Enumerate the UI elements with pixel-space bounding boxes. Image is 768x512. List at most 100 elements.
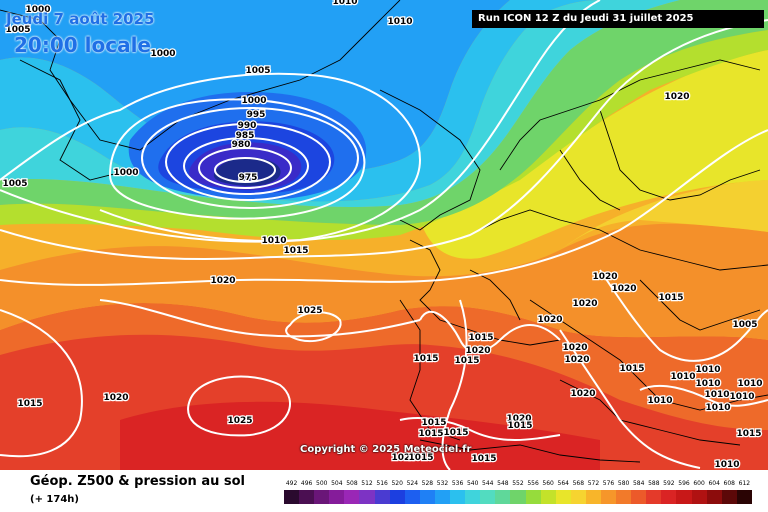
isobar-label: 1010 <box>695 365 720 375</box>
legend-value: 600 <box>693 480 705 487</box>
legend-value: 560 <box>542 480 554 487</box>
legend-value: 604 <box>708 480 720 487</box>
legend-value: 596 <box>678 480 690 487</box>
legend-value: 532 <box>436 480 449 487</box>
isobar-lines <box>0 0 768 470</box>
run-info-banner: Run ICON 12 Z du Jeudi 31 juillet 2025 <box>472 10 764 28</box>
legend-value: 492 <box>285 480 298 487</box>
legend-swatch <box>600 490 617 504</box>
isobar-label: 1020 <box>611 284 636 294</box>
isobar-label: 1010 <box>695 379 720 389</box>
legend-value: 548 <box>497 480 509 487</box>
legend-swatch <box>676 490 692 504</box>
legend-value: 512 <box>361 480 373 487</box>
legend-swatch <box>525 490 541 504</box>
legend-swatch <box>359 490 375 504</box>
legend-swatch <box>374 490 390 504</box>
isobar-label: 1010 <box>729 392 754 402</box>
coastlines <box>0 0 768 463</box>
isobar-label: 1020 <box>570 389 595 399</box>
isobar-label: 1010 <box>704 390 729 400</box>
footer-bar: Géop. Z500 & pression au sol (+ 174h) <box>0 470 768 512</box>
isobar-label: 980 <box>232 140 251 150</box>
isobar-label: 1020 <box>664 92 689 102</box>
isobar-label: 995 <box>247 110 266 120</box>
legend-swatches <box>284 490 752 504</box>
legend-value: 580 <box>617 480 630 487</box>
legend-swatch <box>480 490 496 504</box>
isobar-label: 1020 <box>391 453 416 463</box>
isobar-label: 1020 <box>210 276 235 286</box>
legend-swatch <box>706 490 722 504</box>
legend-swatch <box>389 490 405 504</box>
legend-swatch <box>540 490 556 504</box>
isobar-label: 1015 <box>443 428 468 438</box>
legend-value: 540 <box>466 480 479 487</box>
isobar-label: 990 <box>238 121 257 131</box>
isobar-label: 1020 <box>537 315 562 325</box>
legend-swatch <box>631 490 647 504</box>
legend-value: 608 <box>723 480 735 487</box>
isobar-label: 1020 <box>572 299 597 309</box>
isobar-label: 1015 <box>413 354 438 364</box>
isobar-label: 1000 <box>113 168 138 178</box>
legend-value: 508 <box>346 480 358 487</box>
legend-value: 584 <box>632 480 645 487</box>
isobar-label: 1010 <box>387 17 412 27</box>
isobar-label: 1015 <box>468 333 493 343</box>
legend-swatch <box>736 490 752 504</box>
isobar-label: 1020 <box>465 346 490 356</box>
isobar-label: 1010 <box>705 403 730 413</box>
legend-swatch <box>585 490 601 504</box>
isobar-label: 1020 <box>562 343 587 353</box>
copyright-notice: Copyright © 2025 Meteociel.fr <box>300 444 472 455</box>
legend-labels: 492 496 500 504 508 512 516 520 524 528 532 536 540 5… <box>284 478 752 490</box>
legend-value: 564 <box>557 480 569 487</box>
legend-value: 516 <box>376 480 388 487</box>
valid-time: 20:00 locale <box>14 33 151 57</box>
isobar-label: 1015 <box>408 453 433 463</box>
legend-value: 568 <box>572 480 585 487</box>
isobar-label: 1025 <box>297 306 322 316</box>
isobar-label: 1015 <box>736 429 761 439</box>
legend-swatch <box>570 490 586 504</box>
lead-time-label: (+ 174h) <box>30 494 79 505</box>
isobar-label: 1010 <box>714 460 739 470</box>
valid-date: Jeudi 7 août 2025 <box>6 10 155 28</box>
isobar-label: 1010 <box>647 396 672 406</box>
legend-value: 520 <box>391 480 403 487</box>
legend-value: 556 <box>527 480 539 487</box>
legend-swatch <box>450 490 466 504</box>
legend-swatch <box>434 490 451 504</box>
isobar-label: 1005 <box>732 320 757 330</box>
legend-swatch <box>555 490 571 504</box>
legend-swatch <box>404 490 420 504</box>
legend-value: 612 <box>738 480 751 487</box>
isobar-label: 975 <box>239 173 258 183</box>
isobar-label: 1005 <box>2 179 27 189</box>
legend-swatch <box>329 490 345 504</box>
isobar-label: 1015 <box>619 364 644 374</box>
isobar-label: 1005 <box>5 25 30 35</box>
legend-swatch <box>344 490 360 504</box>
isobar-label: 1020 <box>592 272 617 282</box>
isobar-label: 1020 <box>103 393 128 403</box>
isobar-label: 985 <box>236 131 255 141</box>
isobar-label: 1010 <box>332 0 357 7</box>
isobar-label: 1000 <box>25 5 50 15</box>
legend-value: 524 <box>406 480 419 487</box>
legend-swatch <box>691 490 707 504</box>
isobar-label: 1010 <box>261 236 286 246</box>
isobar-label: 1015 <box>507 421 532 431</box>
map-parameter-title: Géop. Z500 & pression au sol <box>30 474 245 489</box>
isobar-label: 1025 <box>227 416 252 426</box>
isobar-label: 1020 <box>564 355 589 365</box>
isobar-label: 1015 <box>421 418 446 428</box>
legend-swatch <box>419 490 435 504</box>
isobar-label: 1020 <box>506 414 531 424</box>
legend-value: 576 <box>602 480 615 487</box>
legend-swatch <box>721 490 737 504</box>
isobar-label: 1010 <box>670 372 695 382</box>
isobar-label: 1000 <box>150 49 175 59</box>
